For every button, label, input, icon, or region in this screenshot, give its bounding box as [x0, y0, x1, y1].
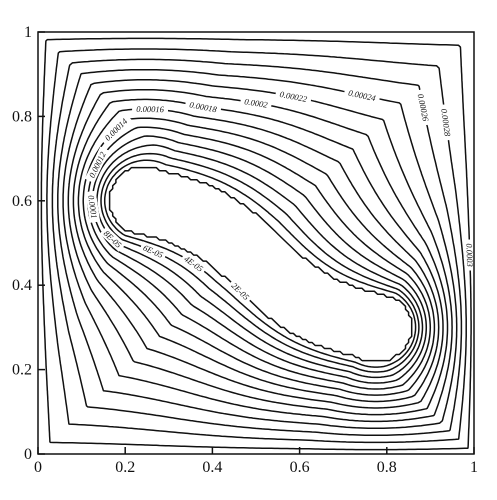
contour-label-bg: [84, 146, 110, 183]
x-tick-label: 0.6: [290, 459, 310, 476]
contour-line: [77, 108, 440, 403]
contour-label: 0.00026: [414, 88, 432, 126]
contour-label-bg: [184, 98, 222, 116]
contour-label-bg: [438, 104, 454, 141]
x-tick-label: 0: [34, 459, 42, 476]
contour-line: [72, 98, 444, 409]
contour-line: [67, 88, 449, 416]
y-axis: 0 0.2 0.4 0.6 0.8 1: [12, 24, 45, 463]
contour-label-bg: [99, 113, 133, 146]
y-tick-label: 0.8: [12, 108, 32, 125]
contour-line: [46, 48, 467, 444]
contour-line: [82, 117, 436, 396]
y-tick-label: 0: [24, 446, 32, 463]
contour-line: [108, 166, 413, 362]
contour-label: 0.00016: [132, 103, 168, 115]
contour-label: 2E-05: [227, 278, 254, 304]
contour-label: 0.0001: [85, 190, 100, 223]
contour-label-text: 0.0001: [86, 195, 99, 220]
contour-label-text: 0.0003: [464, 243, 475, 267]
contour-label: 0.00018: [184, 98, 222, 116]
y-tick-label: 0.4: [12, 277, 32, 294]
contour-label-text: 0.00024: [347, 88, 377, 104]
contour-label-text: 0.00016: [136, 104, 164, 114]
contour-label-text: 0.00022: [279, 89, 309, 104]
contour-label-text: 0.00028: [439, 108, 453, 137]
contour-lines: [40, 37, 472, 451]
contour-label: 0.00022: [274, 88, 312, 105]
contour-line: [100, 152, 420, 373]
contour-label-bg: [464, 239, 476, 271]
contour-line: [87, 126, 432, 390]
contour-label-text: 0.00018: [189, 99, 219, 114]
contour-line: [40, 37, 472, 451]
contour-label: 0.0002: [239, 95, 273, 111]
contour-label-bg: [343, 86, 381, 104]
contour-label-bg: [99, 226, 126, 252]
contour-label-bg: [227, 278, 254, 304]
contour-label-bg: [239, 95, 273, 111]
contour-label-bg: [414, 88, 432, 126]
contour-label: 0.00028: [438, 104, 454, 141]
contour-line: [103, 159, 417, 368]
contour-label-text: 0.00014: [103, 116, 130, 143]
y-tick-label: 0.2: [12, 362, 32, 379]
contour-labels: 0.00030.00030.00030.000280.000280.000280…: [84, 86, 476, 304]
y-tick-label: 1: [24, 24, 32, 41]
contour-label-text: 0.0002: [244, 96, 269, 110]
x-tick-label: 1: [470, 459, 478, 476]
contour-line: [51, 58, 463, 437]
y-tick-label: 0.6: [12, 193, 32, 210]
contour-label-bg: [274, 88, 312, 105]
x-tick-label: 0.4: [202, 459, 222, 476]
contour-label-bg: [132, 103, 168, 115]
contour-label: 0.00024: [343, 86, 381, 104]
contour-label-text: 0.00026: [416, 93, 431, 123]
contour-label-bg: [180, 252, 208, 276]
plot-frame: [37, 31, 475, 455]
x-tick-label: 0.8: [377, 459, 397, 476]
contour-label-bg: [139, 241, 168, 261]
x-tick-label: 0.2: [115, 459, 135, 476]
contour-label-bg: [85, 190, 100, 223]
x-axis: 0 0.2 0.4 0.6 0.8 1: [34, 447, 478, 476]
contour-line: [91, 135, 428, 384]
contour-label: 0.0003: [464, 239, 476, 271]
contour-line: [62, 79, 453, 423]
contour-line: [96, 144, 424, 379]
contour-line: [57, 68, 458, 430]
contour-label-text: 6E-05: [142, 243, 165, 260]
